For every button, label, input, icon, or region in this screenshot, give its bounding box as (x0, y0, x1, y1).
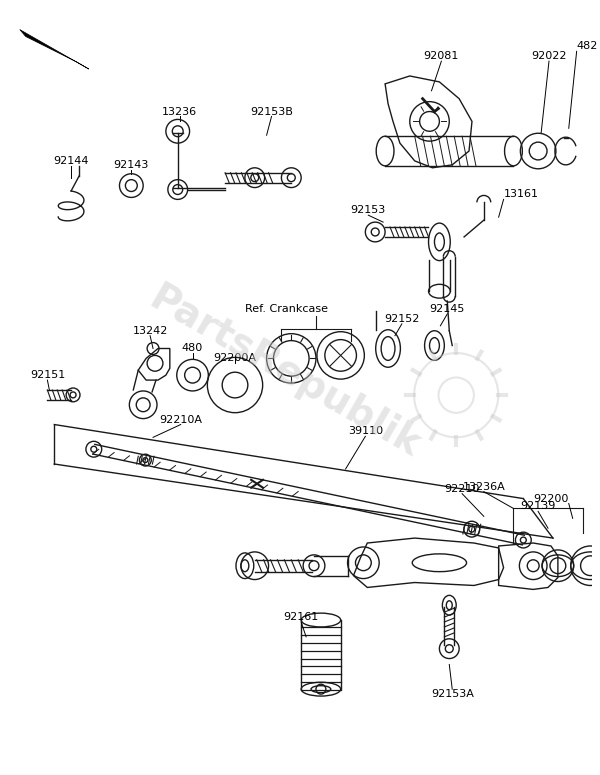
Text: 92153A: 92153A (431, 689, 473, 699)
Polygon shape (20, 29, 89, 69)
Text: 13236A: 13236A (463, 482, 505, 491)
Text: 39110: 39110 (348, 426, 383, 436)
Text: 92200A: 92200A (214, 353, 257, 363)
Text: 13236: 13236 (162, 106, 197, 116)
Text: 92161: 92161 (284, 612, 319, 622)
Text: 92152: 92152 (384, 314, 419, 324)
Text: 13161: 13161 (503, 189, 539, 199)
Text: 92210: 92210 (445, 484, 480, 494)
Text: Ref. Crankcase: Ref. Crankcase (245, 304, 328, 314)
Text: 92200: 92200 (533, 494, 569, 504)
Text: 92139: 92139 (520, 501, 556, 512)
Text: 92143: 92143 (113, 160, 149, 170)
Text: 92153: 92153 (350, 205, 386, 215)
Text: PartsRepublik: PartsRepublik (142, 279, 427, 465)
Text: 92022: 92022 (531, 51, 567, 61)
Text: 13242: 13242 (133, 326, 168, 336)
Text: 482: 482 (577, 41, 598, 51)
Text: 92153B: 92153B (250, 106, 293, 116)
Text: 92081: 92081 (424, 51, 459, 61)
Text: 92210A: 92210A (159, 415, 202, 425)
Text: 92145: 92145 (430, 304, 465, 314)
Text: 480: 480 (182, 343, 203, 353)
Text: 92144: 92144 (53, 156, 89, 166)
Text: 92151: 92151 (30, 370, 65, 381)
